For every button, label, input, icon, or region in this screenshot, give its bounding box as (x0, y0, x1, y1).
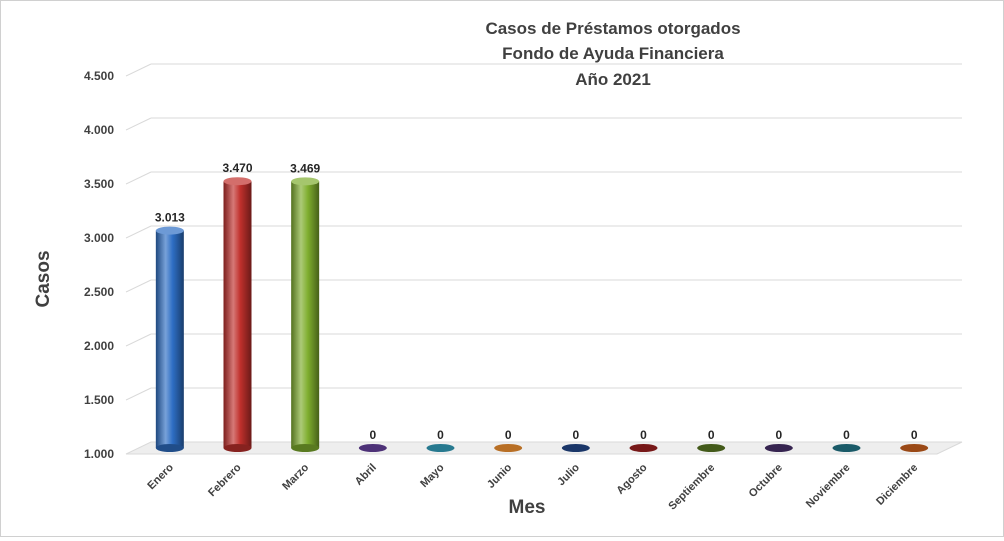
data-label: 0 (437, 428, 444, 442)
y-tick-label: 2.500 (84, 285, 114, 299)
data-label: 0 (708, 428, 715, 442)
bar-agosto (629, 444, 658, 452)
data-label: 0 (505, 428, 512, 442)
y-tick-label: 4.500 (84, 69, 114, 83)
gridline-depth (125, 171, 152, 185)
bar-enero (155, 230, 184, 448)
bar-diciembre (900, 444, 929, 452)
y-axis-ticks: 1.000 1.500 2.000 2.500 3.000 3.500 4.000 4.500 (84, 69, 114, 461)
data-label: 0 (911, 428, 918, 442)
gridline-depth (125, 279, 152, 293)
x-tick-label: Enero (145, 461, 176, 492)
x-tick-label: Mayo (418, 461, 447, 490)
data-label: 0 (572, 428, 579, 442)
data-label: 3.470 (222, 161, 252, 175)
y-tick-label: 3.000 (84, 231, 114, 245)
bar-marzo (291, 181, 320, 448)
y-tick-label: 2.000 (84, 339, 114, 353)
bar-junio (494, 444, 523, 452)
gridline-depth (125, 117, 152, 131)
gridlines (125, 63, 963, 455)
bar-base (223, 444, 252, 452)
x-tick-label: Octubre (747, 462, 785, 500)
bar-cap (223, 177, 252, 186)
gridline-depth (125, 387, 152, 401)
gridline-depth (125, 225, 152, 239)
bar-noviembre (832, 444, 861, 452)
x-tick-label: Febrero (206, 461, 244, 499)
data-label: 0 (640, 428, 647, 442)
bar-octubre (764, 444, 793, 452)
bar-septiembre (697, 444, 726, 452)
x-tick-label: Septiembre (666, 462, 717, 513)
x-tick-label: Abril (353, 462, 379, 488)
y-tick-label: 1.500 (84, 393, 114, 407)
bar-base (155, 444, 184, 452)
x-tick-label: Agosto (614, 461, 649, 496)
bar-mayo (426, 444, 455, 452)
y-axis-title: Casos (33, 250, 54, 307)
data-label: 3.013 (155, 211, 185, 225)
data-label: 0 (843, 428, 850, 442)
bar-base (291, 444, 320, 452)
chart-title-line-1: Casos de Préstamos otorgados (485, 19, 740, 38)
y-tick-label: 3.500 (84, 177, 114, 191)
bars (155, 177, 929, 452)
x-tick-label: Julio (555, 461, 582, 488)
gridline-depth (125, 333, 152, 347)
x-axis-title: Mes (509, 497, 546, 518)
bar-cap (291, 177, 320, 186)
data-labels: 3.013 3.470 3.469 0 0 0 0 0 0 0 0 0 (155, 161, 918, 442)
bar-abril (358, 444, 387, 452)
chart-title-line-3: Año 2021 (575, 70, 651, 89)
x-tick-label: Junio (485, 461, 514, 490)
y-tick-label: 4.000 (84, 123, 114, 137)
x-tick-label: Noviembre (804, 462, 853, 511)
y-tick-label: 1.000 (84, 447, 114, 461)
x-tick-label: Diciembre (874, 462, 920, 508)
bar-julio (561, 444, 590, 452)
chart-title-line-2: Fondo de Ayuda Financiera (502, 44, 724, 63)
chart-title: Casos de Préstamos otorgados Fondo de Ay… (485, 19, 740, 89)
bar-febrero (223, 181, 252, 449)
x-tick-label: Marzo (280, 461, 311, 492)
bar-cap (155, 226, 184, 235)
data-label: 0 (775, 428, 782, 442)
gridline-depth (125, 63, 152, 77)
data-label: 3.469 (290, 161, 320, 175)
chart-floor (125, 441, 963, 455)
data-label: 0 (369, 428, 376, 442)
